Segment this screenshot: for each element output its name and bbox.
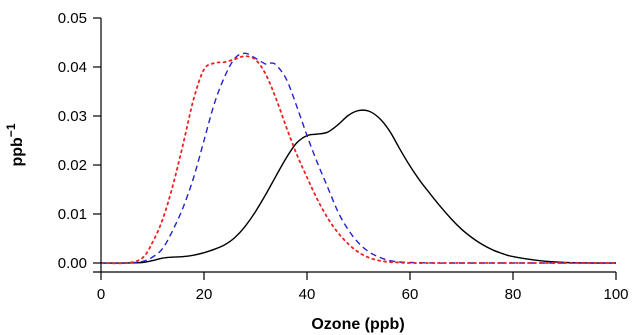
plot-area (100, 52, 617, 265)
y-tick-label: 0.03 (58, 108, 87, 125)
y-axis-title-superscript: −1 (4, 123, 18, 137)
x-tick-label: 20 (196, 286, 213, 303)
x-axis-title: Ozone (ppb) (311, 316, 404, 333)
x-tick-label: 100 (603, 286, 628, 303)
x-tick-label: 60 (402, 286, 419, 303)
y-tick-label: 0.00 (58, 255, 87, 272)
series-line-dotted (100, 55, 617, 265)
series-line-dashed (100, 52, 616, 264)
y-tick-label: 0.02 (58, 157, 87, 174)
y-tick-label: 0.01 (58, 206, 87, 223)
x-tick-label: 80 (505, 286, 522, 303)
series-line-solid (100, 109, 617, 264)
x-tick-label: 0 (97, 286, 105, 303)
y-axis-title: ppb−1 (4, 123, 26, 166)
x-tick-label: 40 (299, 286, 316, 303)
y-tick-label: 0.04 (58, 59, 87, 76)
x-axis: 0 20 40 60 80 100 (93, 271, 629, 303)
y-axis-title-base: ppb (9, 137, 26, 167)
y-tick-label: 0.05 (58, 10, 87, 27)
y-axis: 0.00 0.01 0.02 0.03 0.04 0.05 (58, 10, 102, 272)
